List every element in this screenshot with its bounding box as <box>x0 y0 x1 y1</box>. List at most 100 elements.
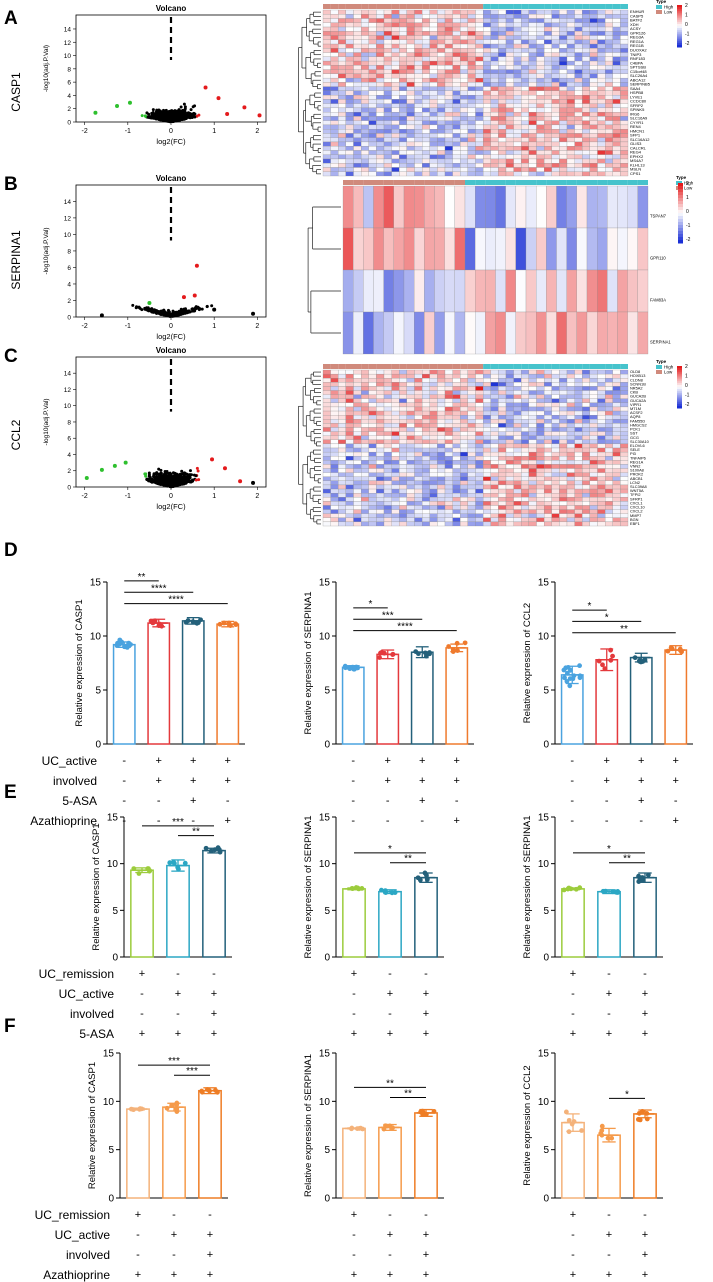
heat-cell <box>574 141 583 147</box>
heat-cell <box>475 171 484 177</box>
volcano-point <box>200 307 204 311</box>
heat-cell <box>612 146 621 151</box>
volcano-point <box>173 484 177 488</box>
heat-cell <box>483 456 491 461</box>
heat-cell <box>452 150 461 155</box>
heat-cell <box>422 476 430 481</box>
row-gene-label: LYVE1 <box>630 94 643 99</box>
heat-cell <box>475 86 484 91</box>
row-gene-label: GPR126 <box>630 30 646 35</box>
heat-cell <box>414 398 423 403</box>
volcano-point <box>171 116 175 120</box>
heat-cell <box>353 120 362 126</box>
y-tick-label: 0 <box>67 485 71 492</box>
heat-cell <box>345 163 354 168</box>
heat-cell <box>452 73 461 79</box>
heat-cell <box>620 26 629 32</box>
heat-cell <box>605 56 613 62</box>
heat-cell <box>475 394 484 399</box>
heat-cell <box>544 460 552 465</box>
heat-cell <box>345 133 354 138</box>
heat-cell <box>544 137 552 143</box>
heat-cell <box>597 456 606 461</box>
heat-cell <box>437 369 446 375</box>
heat-cell <box>353 171 362 177</box>
heat-cell <box>414 82 423 87</box>
heat-cell <box>597 112 606 117</box>
heat-cell <box>521 484 529 490</box>
type-bar-cell <box>544 4 552 9</box>
heat-cell <box>444 137 453 143</box>
heat-cell <box>589 378 598 383</box>
heat-cell <box>414 22 423 28</box>
heat-cell <box>498 382 507 387</box>
heat-cell <box>551 39 560 45</box>
heat-cell <box>322 423 331 428</box>
heat-cell <box>330 382 339 387</box>
heat-cell <box>597 56 606 62</box>
heat-cell <box>597 43 606 49</box>
heat-cell <box>452 43 461 49</box>
heat-cell <box>460 99 468 104</box>
heat-cell <box>544 427 552 432</box>
heat-cell <box>528 451 537 457</box>
heat-cell <box>521 99 529 104</box>
heat-cell <box>589 460 598 465</box>
heat-cell <box>376 439 385 445</box>
heat-cell <box>536 378 545 383</box>
heat-cell <box>353 60 362 66</box>
heat-cell <box>475 406 484 412</box>
heat-cell <box>605 65 613 70</box>
row-gene-label: CPS1 <box>630 171 641 176</box>
volcano-point <box>182 102 186 106</box>
heat-cell <box>605 26 613 32</box>
heat-cell <box>559 154 568 160</box>
heat-cell <box>620 480 629 486</box>
heat-cell <box>483 137 491 143</box>
row-gene-label: SERPINA1 <box>650 340 671 345</box>
heat-cell <box>521 443 529 449</box>
type-bar-cell <box>546 180 557 185</box>
heat-cell <box>612 35 621 40</box>
heat-cell <box>345 22 354 28</box>
heat-cell <box>612 112 621 117</box>
heat-cell <box>605 419 613 424</box>
heat-cell <box>345 419 354 424</box>
heat-cell <box>383 26 392 32</box>
heat-cell <box>521 472 529 477</box>
heat-cell <box>467 464 476 469</box>
heat-cell <box>559 86 568 91</box>
heat-cell <box>368 124 377 130</box>
heat-cell <box>353 18 362 23</box>
heat-cell <box>460 369 468 375</box>
heat-cell <box>353 69 362 74</box>
type-bar-cell <box>574 4 583 9</box>
heat-cell <box>536 120 545 126</box>
heat-cell <box>544 158 552 164</box>
heat-cell <box>422 154 430 160</box>
heat-cell <box>605 146 613 151</box>
heat-cell <box>361 386 369 391</box>
heat-cell <box>597 73 606 79</box>
heat-cell <box>605 406 613 412</box>
heat-cell <box>589 439 598 445</box>
heat-cell <box>544 60 552 66</box>
heat-cell <box>460 9 468 15</box>
heat-cell <box>605 382 613 387</box>
heat-cell <box>620 456 629 461</box>
heat-cell <box>444 269 455 313</box>
heat-cell <box>399 435 407 440</box>
heat-cell <box>490 60 499 66</box>
heat-cell <box>322 112 331 117</box>
heat-cell <box>322 35 331 40</box>
heat-cell <box>406 14 415 19</box>
heat-cell <box>444 373 453 379</box>
volcano-point <box>163 112 167 116</box>
heat-cell <box>574 9 583 15</box>
heat-cell <box>574 447 583 453</box>
heat-cell <box>574 394 583 399</box>
heat-cell <box>444 73 453 79</box>
heat-cell <box>414 460 423 465</box>
heat-cell <box>391 451 400 457</box>
heat-cell <box>437 171 446 177</box>
